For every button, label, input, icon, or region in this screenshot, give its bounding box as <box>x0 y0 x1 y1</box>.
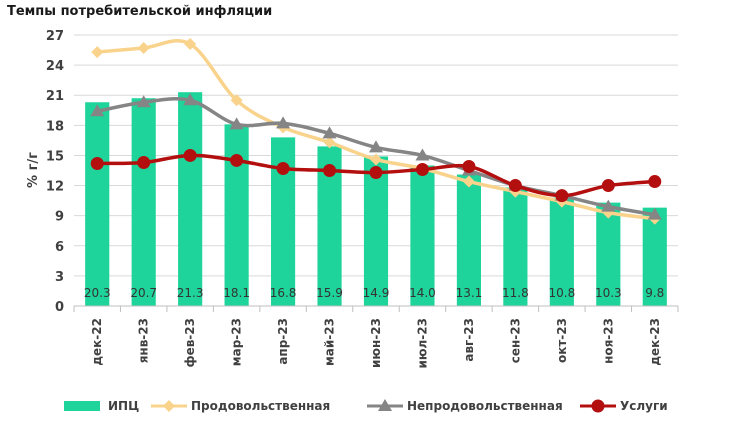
inflation-chart: 20.3 20.7 21.3 18.1 16.8 15.9 14.9 14.0 13.1 11.8… <box>26 29 679 369</box>
line-series <box>90 38 662 225</box>
circle-marker <box>462 159 476 173</box>
legend-item: Непродовольственная <box>367 395 563 417</box>
bar-мар-23 <box>224 124 249 307</box>
legend-item: Услуги <box>580 395 668 417</box>
y-tick-label: 21 <box>46 89 64 104</box>
legend-label: ИПЦ <box>108 399 140 413</box>
legend-marker <box>378 399 392 411</box>
x-tick-label: окт-23 <box>555 318 569 363</box>
legend-item: Продовольственная <box>151 395 330 417</box>
chart-title: Темпы потребительской инфляции <box>7 4 273 19</box>
x-tick-label: сен-23 <box>508 318 522 363</box>
diamond-marker <box>462 175 475 188</box>
legend-swatch <box>367 399 403 411</box>
legend-label: Продовольственная <box>191 399 331 413</box>
triangle-marker <box>601 199 616 212</box>
y-tick-label: 24 <box>46 59 64 74</box>
circle-marker <box>183 148 197 162</box>
bar-value-label: 9.8 <box>645 286 664 300</box>
bar-value-label: 10.3 <box>595 286 622 300</box>
bar-series: 20.3 20.7 21.3 18.1 16.8 15.9 14.9 14.0 13.1 11.8… <box>84 92 667 307</box>
triangle-marker <box>415 148 430 161</box>
bar-value-label: 13.1 <box>456 286 483 300</box>
legend-label: Услуги <box>620 399 668 413</box>
bar-авг-23 <box>456 174 482 306</box>
bar-дек-22 <box>85 102 110 307</box>
bar-value-label: 11.8 <box>502 286 529 300</box>
diamond-marker <box>370 153 382 166</box>
triangle-marker <box>183 93 198 106</box>
x-tick-label: дек-22 <box>90 318 104 366</box>
x-tick-label: ноя-23 <box>601 318 615 364</box>
x-tick-label: фев-23 <box>183 318 197 367</box>
circle-marker <box>648 175 662 189</box>
legend-swatch <box>64 401 100 411</box>
diamond-marker <box>230 94 243 107</box>
y-tick-label: 3 <box>55 270 64 285</box>
triangle-marker <box>322 126 337 139</box>
y-axis-label: % г/г <box>26 152 41 188</box>
y-tick-label: 12 <box>46 180 64 195</box>
triangle-marker <box>647 207 662 220</box>
triangle-marker <box>276 116 291 129</box>
legend-label: Непродовольственная <box>407 399 563 413</box>
diamond-marker <box>137 42 150 55</box>
y-tick-label: 15 <box>46 149 64 164</box>
circle-marker <box>555 189 569 203</box>
circle-marker <box>137 155 151 169</box>
bar-value-label: 20.7 <box>130 286 157 300</box>
bar-янв-23 <box>131 98 156 306</box>
circle-marker <box>369 166 383 180</box>
legend-marker <box>591 399 605 413</box>
circle-marker <box>230 153 244 167</box>
bar-ноя-23 <box>596 202 621 306</box>
y-tick-label: 9 <box>55 210 64 225</box>
diamond-marker <box>184 38 197 51</box>
bar-value-label: 10.8 <box>548 286 575 300</box>
legend-marker <box>163 400 175 412</box>
bar-сен-23 <box>503 187 528 306</box>
bar-value-label: 14.0 <box>409 286 436 300</box>
bar-value-label: 16.8 <box>270 286 297 300</box>
x-tick-label: мар-23 <box>230 318 244 366</box>
bar-июн-23 <box>363 156 389 306</box>
x-tick-label: май-23 <box>323 318 337 366</box>
legend: ИПЦ Продовольственная Непродовольственная У… <box>0 395 732 417</box>
x-tick-label: янв-23 <box>137 318 151 363</box>
circle-marker <box>276 161 290 175</box>
bar-окт-23 <box>549 197 574 306</box>
bar-июл-23 <box>410 165 435 306</box>
circle-marker <box>601 179 615 193</box>
circle-marker <box>323 164 337 177</box>
x-tick-label: авг-23 <box>462 318 476 362</box>
y-tick-label: 18 <box>46 119 64 134</box>
circle-marker <box>508 179 522 193</box>
y-tick-label: 27 <box>46 29 64 44</box>
bar-фев-23 <box>178 92 203 306</box>
x-tick-label: дек-23 <box>648 318 662 366</box>
circle-marker <box>415 162 429 176</box>
legend-swatch <box>580 399 616 413</box>
x-tick-label: июл-23 <box>415 318 429 369</box>
bar-value-label: 14.9 <box>363 286 390 300</box>
x-tick-label: июн-23 <box>369 318 383 368</box>
bar-value-label: 21.3 <box>177 286 204 300</box>
bar-value-label: 20.3 <box>84 286 111 300</box>
x-tick-label: апр-23 <box>276 318 290 365</box>
axis-ticks: 0 3 6 9 12 15 18 21 24 27 дек-22 янв-23 фев-23 мар-23… <box>46 29 679 369</box>
bar-value-label: 18.1 <box>223 286 250 300</box>
diamond-marker <box>91 46 104 59</box>
triangle-marker <box>369 140 383 153</box>
triangle-marker <box>136 95 151 108</box>
legend-item: ИПЦ <box>64 395 139 417</box>
legend-swatch <box>151 400 187 412</box>
triangle-marker <box>90 104 105 117</box>
circle-marker <box>90 156 104 170</box>
y-tick-label: 0 <box>55 300 64 315</box>
triangle-marker <box>229 117 244 130</box>
bar-value-label: 15.9 <box>316 286 343 300</box>
diamond-marker <box>323 136 336 149</box>
y-tick-label: 6 <box>55 240 64 255</box>
